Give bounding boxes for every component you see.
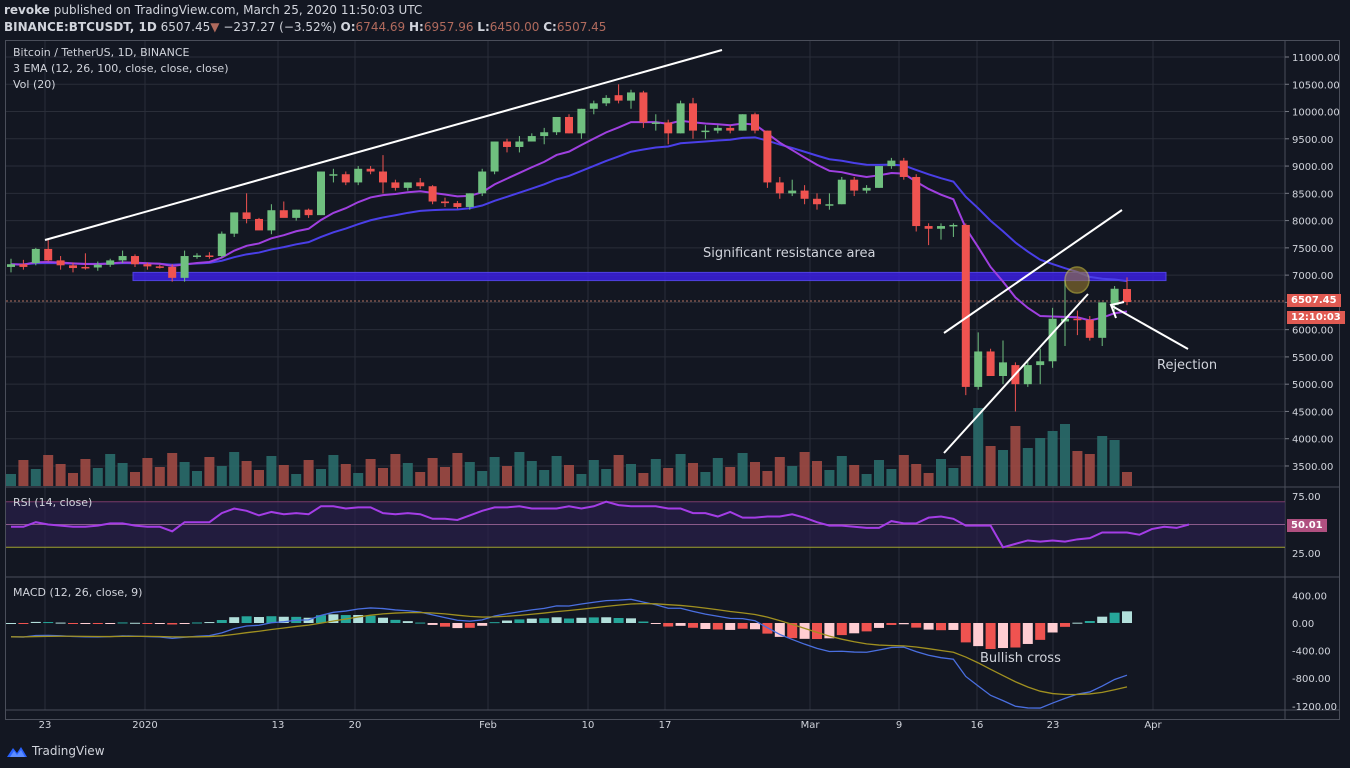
svg-text:6000.00: 6000.00 bbox=[1292, 326, 1333, 337]
svg-text:-1200.00: -1200.00 bbox=[1292, 702, 1337, 713]
svg-text:10000.00: 10000.00 bbox=[1292, 108, 1340, 119]
rsi-value-badge: 50.01 bbox=[1287, 519, 1327, 532]
open-label: O: bbox=[340, 20, 356, 34]
tradingview-icon bbox=[7, 747, 27, 757]
price-change: −237.27 (−3.52%) bbox=[223, 20, 337, 34]
macd-pane bbox=[6, 598, 1132, 709]
svg-text:7000.00: 7000.00 bbox=[1292, 271, 1333, 282]
close-value: 6507.45 bbox=[556, 20, 607, 34]
legend-ema[interactable]: 3 EMA (12, 26, 100, close, close, close) bbox=[13, 62, 229, 75]
svg-text:16: 16 bbox=[971, 720, 984, 731]
time-axis[interactable]: 23 2020 13 20 Feb 10 17 Mar 9 16 23 Apr bbox=[39, 720, 1163, 731]
last-price-badge: 6507.45 bbox=[1287, 294, 1341, 307]
down-arrow-icon: ▼ bbox=[210, 20, 220, 34]
high-label: H: bbox=[409, 20, 424, 34]
chart-frame[interactable] bbox=[5, 40, 1340, 720]
svg-text:Feb: Feb bbox=[479, 720, 497, 731]
publish-info: revoke published on TradingView.com, Mar… bbox=[4, 3, 422, 17]
svg-text:8500.00: 8500.00 bbox=[1292, 189, 1333, 200]
legend-rsi[interactable]: RSI (14, close) bbox=[13, 496, 93, 509]
price-axis[interactable]: 11000.00 10500.00 10000.00 9500.00 9000.00 85… bbox=[1285, 53, 1340, 713]
high-value: 6957.96 bbox=[423, 20, 474, 34]
legend-title: Bitcoin / TetherUS, 1D, BINANCE bbox=[13, 46, 190, 59]
svg-text:4000.00: 4000.00 bbox=[1292, 435, 1333, 446]
resistance-band bbox=[132, 271, 1167, 282]
svg-text:75.00: 75.00 bbox=[1292, 492, 1321, 503]
brand-name: TradingView bbox=[32, 744, 105, 758]
ema-lines bbox=[10, 119, 1128, 322]
svg-text:Mar: Mar bbox=[801, 720, 821, 731]
annotation-bullish-cross: Bullish cross bbox=[980, 651, 1061, 666]
annotation-resistance: Significant resistance area bbox=[703, 246, 876, 261]
rsi-pane bbox=[6, 500, 1285, 549]
svg-text:7500.00: 7500.00 bbox=[1292, 244, 1333, 255]
symbol-label: BINANCE:BTCUSDT, 1D bbox=[4, 20, 157, 34]
svg-text:10: 10 bbox=[582, 720, 595, 731]
volume-bars bbox=[6, 408, 1132, 486]
svg-text:Apr: Apr bbox=[1144, 720, 1162, 731]
low-label: L: bbox=[477, 20, 490, 34]
author-name[interactable]: revoke bbox=[4, 3, 50, 17]
svg-text:10500.00: 10500.00 bbox=[1292, 80, 1340, 91]
svg-text:13: 13 bbox=[272, 720, 285, 731]
published-text: published on TradingView.com, March 25, … bbox=[53, 3, 423, 17]
svg-text:23: 23 bbox=[39, 720, 52, 731]
low-value: 6450.00 bbox=[489, 20, 540, 34]
svg-text:8000.00: 8000.00 bbox=[1292, 217, 1333, 228]
svg-text:11000.00: 11000.00 bbox=[1292, 53, 1340, 64]
svg-text:2020: 2020 bbox=[132, 720, 157, 731]
grid bbox=[6, 41, 1340, 720]
svg-text:5000.00: 5000.00 bbox=[1292, 380, 1333, 391]
last-price: 6507.45 bbox=[160, 20, 211, 34]
svg-text:0.00: 0.00 bbox=[1292, 619, 1314, 630]
ohlc-header: BINANCE:BTCUSDT, 1D 6507.45▼ −237.27 (−3… bbox=[4, 20, 606, 34]
svg-text:20: 20 bbox=[349, 720, 362, 731]
countdown-badge: 12:10:03 bbox=[1287, 311, 1345, 324]
svg-text:17: 17 bbox=[659, 720, 672, 731]
svg-text:4500.00: 4500.00 bbox=[1292, 407, 1333, 418]
open-value: 6744.69 bbox=[355, 20, 406, 34]
annotation-rejection: Rejection bbox=[1157, 358, 1218, 373]
svg-text:23: 23 bbox=[1047, 720, 1060, 731]
svg-text:9500.00: 9500.00 bbox=[1292, 135, 1333, 146]
svg-text:9000.00: 9000.00 bbox=[1292, 162, 1333, 173]
tradingview-logo[interactable]: TradingView bbox=[6, 744, 105, 758]
svg-text:3500.00: 3500.00 bbox=[1292, 462, 1333, 473]
svg-text:-400.00: -400.00 bbox=[1292, 647, 1331, 658]
svg-text:400.00: 400.00 bbox=[1292, 591, 1327, 602]
legend-vol[interactable]: Vol (20) bbox=[13, 78, 56, 91]
close-label: C: bbox=[543, 20, 557, 34]
svg-text:25.00: 25.00 bbox=[1292, 549, 1321, 560]
trendline-drawings[interactable] bbox=[44, 49, 1189, 454]
svg-text:-800.00: -800.00 bbox=[1292, 674, 1331, 685]
svg-text:9: 9 bbox=[896, 720, 902, 731]
svg-text:5500.00: 5500.00 bbox=[1292, 353, 1333, 364]
legend-macd[interactable]: MACD (12, 26, close, 9) bbox=[13, 586, 143, 599]
